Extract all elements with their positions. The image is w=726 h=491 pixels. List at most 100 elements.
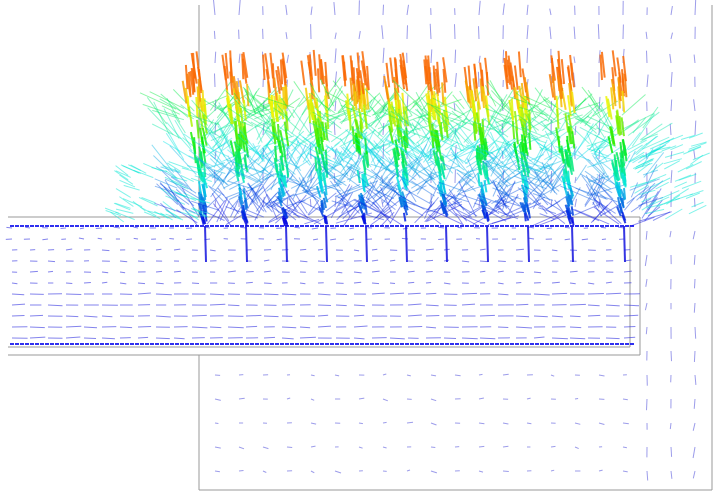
vector-arrow bbox=[408, 160, 421, 179]
vector-arrow bbox=[448, 188, 465, 211]
vector-arrow bbox=[430, 374, 437, 377]
vector-arrow bbox=[456, 169, 476, 184]
vector-arrow bbox=[113, 226, 121, 229]
vector-arrow bbox=[441, 155, 446, 171]
vector-arrow bbox=[423, 167, 439, 177]
vector-arrow bbox=[450, 109, 472, 123]
vector-arrow bbox=[623, 314, 639, 317]
vector-arrow bbox=[586, 138, 611, 147]
vector-arrow bbox=[365, 197, 380, 209]
vector-arrow bbox=[477, 71, 480, 88]
vector-arrow bbox=[593, 152, 610, 179]
vector-arrow bbox=[546, 162, 563, 183]
vector-arrow bbox=[407, 270, 415, 273]
vector-arrow bbox=[286, 397, 291, 400]
vector-arrow bbox=[440, 202, 457, 217]
vector-arrow bbox=[83, 337, 97, 339]
vector-arrow bbox=[237, 164, 263, 184]
vector-arrow bbox=[573, 26, 576, 40]
vector-arrow bbox=[461, 292, 478, 295]
vector-arrow bbox=[623, 188, 627, 200]
vector-arrow bbox=[201, 136, 206, 154]
vector-arrow bbox=[454, 135, 462, 152]
vector-arrow bbox=[502, 198, 505, 208]
vector-arrow bbox=[634, 159, 654, 170]
vector-arrow bbox=[441, 122, 468, 140]
vector-arrow bbox=[212, 203, 232, 226]
vector-arrow bbox=[355, 136, 360, 154]
vector-arrow bbox=[352, 145, 372, 168]
vector-arrow bbox=[506, 193, 519, 218]
vector-arrow bbox=[406, 144, 428, 177]
vector-arrow bbox=[562, 168, 566, 183]
vector-arrow bbox=[670, 32, 673, 40]
vector-arrow bbox=[169, 145, 197, 175]
vector-arrow bbox=[587, 293, 604, 295]
vector-arrow bbox=[496, 194, 516, 217]
vector-arrow bbox=[465, 118, 502, 134]
vector-arrow bbox=[382, 122, 385, 136]
vector-arrow bbox=[494, 188, 512, 208]
vector-arrow bbox=[574, 398, 579, 400]
vector-arrow bbox=[310, 422, 317, 425]
vector-arrow bbox=[47, 270, 54, 273]
vector-arrow bbox=[442, 68, 447, 93]
vector-arrow bbox=[511, 120, 516, 140]
vector-arrow bbox=[535, 113, 550, 122]
vector-arrow bbox=[541, 162, 556, 193]
vector-arrow bbox=[215, 174, 226, 190]
vector-arrow bbox=[621, 94, 646, 116]
vector-arrow bbox=[645, 31, 648, 40]
vector-arrow bbox=[29, 336, 46, 339]
vector-arrow bbox=[497, 260, 506, 262]
vector-arrow bbox=[436, 93, 442, 116]
vector-arrow bbox=[510, 98, 514, 120]
vector-arrow bbox=[497, 270, 504, 273]
vector-arrow bbox=[455, 213, 478, 226]
vector-arrow bbox=[568, 154, 572, 170]
vector-arrow bbox=[513, 175, 547, 190]
vector-arrow bbox=[480, 188, 484, 201]
vector-arrow bbox=[565, 196, 570, 208]
vector-arrow bbox=[394, 135, 415, 168]
vector-arrow bbox=[372, 174, 395, 200]
vector-arrow bbox=[299, 248, 307, 251]
vector-arrow bbox=[430, 446, 436, 448]
vector-arrow bbox=[334, 48, 337, 64]
vector-arrow bbox=[382, 143, 385, 160]
vector-arrow bbox=[229, 182, 244, 190]
vector-arrow bbox=[593, 197, 607, 215]
vector-arrow bbox=[575, 117, 597, 131]
vector-arrow bbox=[416, 108, 428, 125]
vector-arrow bbox=[513, 141, 519, 159]
vector-arrow bbox=[551, 249, 558, 252]
vector-arrow bbox=[246, 209, 265, 218]
vector-arrow bbox=[408, 166, 436, 191]
vector-arrow bbox=[278, 125, 293, 137]
vector-arrow bbox=[252, 143, 264, 163]
vector-arrow bbox=[479, 260, 488, 263]
vector-arrow bbox=[501, 180, 516, 210]
vector-arrow bbox=[317, 304, 332, 306]
vector-arrow bbox=[598, 119, 601, 136]
vector-arrow bbox=[592, 145, 623, 167]
vector-arrow bbox=[310, 470, 315, 474]
vector-arrow bbox=[485, 108, 514, 120]
vector-arrow bbox=[318, 54, 322, 80]
vector-arrow bbox=[368, 99, 381, 113]
vector-arrow bbox=[213, 30, 216, 40]
vector-arrow bbox=[272, 200, 297, 221]
vector-arrow bbox=[404, 204, 424, 217]
vector-arrow bbox=[403, 146, 436, 171]
vector-arrow bbox=[573, 123, 594, 157]
vector-arrow bbox=[412, 162, 421, 177]
vector-arrow bbox=[362, 132, 376, 150]
vector-arrow bbox=[393, 87, 413, 117]
vector-arrow bbox=[450, 195, 471, 216]
vector-arrow bbox=[273, 108, 288, 118]
vector-arrow bbox=[316, 127, 321, 146]
vector-arrow bbox=[288, 198, 298, 212]
vector-arrow bbox=[416, 141, 428, 159]
vector-arrow bbox=[476, 145, 481, 162]
vector-arrow bbox=[302, 136, 318, 149]
